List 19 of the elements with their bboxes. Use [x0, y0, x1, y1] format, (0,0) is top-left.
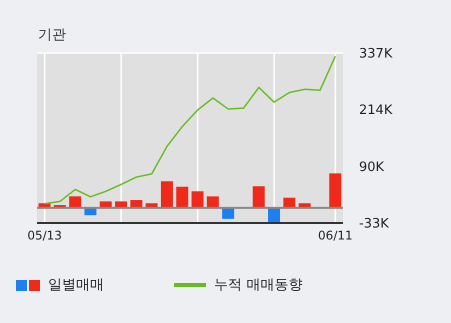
bar [329, 173, 342, 208]
bar [69, 196, 82, 208]
line-series [44, 55, 336, 204]
y-tick-label: 90K [359, 160, 385, 176]
y-tick-label: -33K [359, 216, 390, 232]
bar [160, 181, 173, 208]
y-tick-label: 337K [359, 46, 393, 62]
bar [252, 186, 265, 208]
legend-label: 누적 매매동향 [214, 276, 302, 294]
legend-label: 일별매매 [48, 276, 104, 294]
bar [176, 186, 188, 208]
chart-title: 기관 [38, 26, 66, 44]
bar [206, 196, 219, 208]
bar [192, 191, 204, 208]
x-tick-label: 05/13 [27, 228, 62, 243]
y-tick-label: 214K [359, 103, 393, 118]
bar [222, 208, 234, 219]
x-tick-label: 06/11 [318, 228, 353, 243]
bar [283, 198, 296, 208]
